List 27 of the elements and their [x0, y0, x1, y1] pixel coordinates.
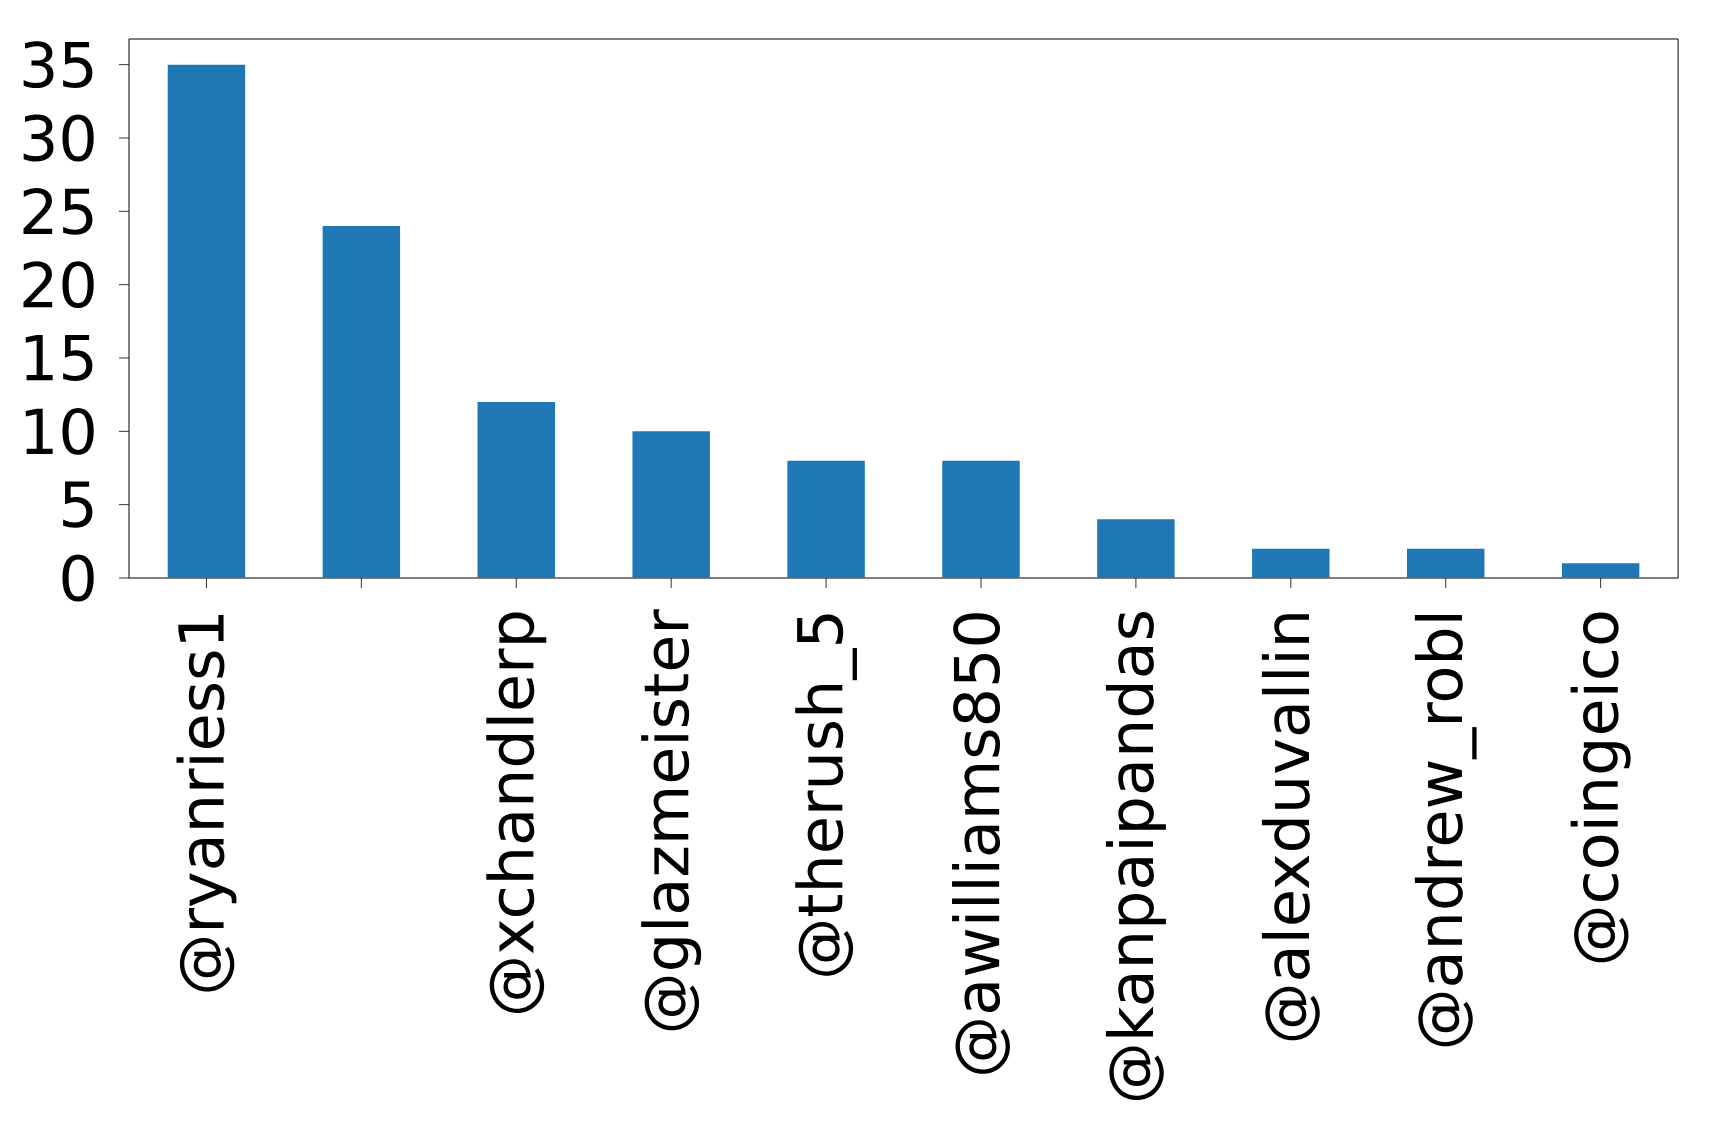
x-tick-label: @alexduvallin — [1261, 614, 1320, 1041]
y-tick-label: 10 — [25, 407, 94, 455]
bar — [322, 226, 401, 578]
bar — [632, 431, 710, 578]
y-tick-label: 15 — [25, 334, 93, 382]
x-tick-label: @awilliams850 — [952, 613, 1010, 1074]
bar — [1252, 548, 1330, 578]
y-tick-label: 35 — [23, 41, 93, 89]
x-tick-label: @xchandlerp — [486, 612, 547, 1013]
x-tick-label: @glazmeister — [641, 609, 702, 1031]
x-tick-label: @ryanriess1 — [176, 614, 237, 992]
x-tick-label: @andrew_robl — [1414, 614, 1477, 1047]
y-tick-label: 30 — [23, 114, 94, 162]
x-tick-label: @kanpaipandas — [1105, 612, 1166, 1101]
bar — [1097, 519, 1175, 578]
bar — [1561, 563, 1640, 578]
y-tick-label: 0 — [62, 554, 94, 602]
bar — [477, 402, 555, 578]
bar — [1406, 548, 1485, 578]
bar — [787, 460, 865, 578]
y-tick-label: 25 — [23, 187, 93, 235]
bar — [942, 460, 1020, 578]
y-tick-label: 5 — [63, 481, 93, 528]
bar — [167, 64, 246, 578]
y-tick-label: 20 — [23, 261, 94, 309]
x-tick-label: @coingeico — [1570, 612, 1631, 963]
x-tick-label: @therush_5 — [795, 614, 857, 976]
